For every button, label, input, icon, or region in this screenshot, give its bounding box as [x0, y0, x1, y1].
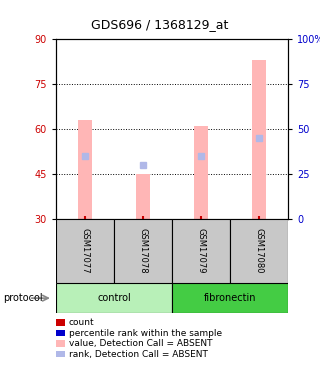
Bar [56, 219, 114, 283]
Text: GSM17077: GSM17077 [81, 228, 90, 274]
Text: rank, Detection Call = ABSENT: rank, Detection Call = ABSENT [69, 350, 208, 358]
Bar [194, 126, 208, 219]
Text: GDS696 / 1368129_at: GDS696 / 1368129_at [91, 18, 229, 31]
Text: percentile rank within the sample: percentile rank within the sample [69, 328, 222, 338]
Bar [252, 60, 266, 219]
Text: fibronectin: fibronectin [204, 293, 256, 303]
Text: count: count [69, 318, 94, 327]
Text: protocol: protocol [3, 293, 43, 303]
Bar [78, 120, 92, 219]
Text: GSM17079: GSM17079 [196, 228, 205, 274]
Bar [172, 283, 288, 313]
Bar [136, 174, 150, 219]
Text: GSM17080: GSM17080 [254, 228, 263, 274]
Bar [114, 219, 172, 283]
Text: GSM17078: GSM17078 [139, 228, 148, 274]
Text: control: control [97, 293, 131, 303]
Text: value, Detection Call = ABSENT: value, Detection Call = ABSENT [69, 339, 212, 348]
Bar [230, 219, 288, 283]
Bar [56, 283, 172, 313]
Bar [172, 219, 230, 283]
